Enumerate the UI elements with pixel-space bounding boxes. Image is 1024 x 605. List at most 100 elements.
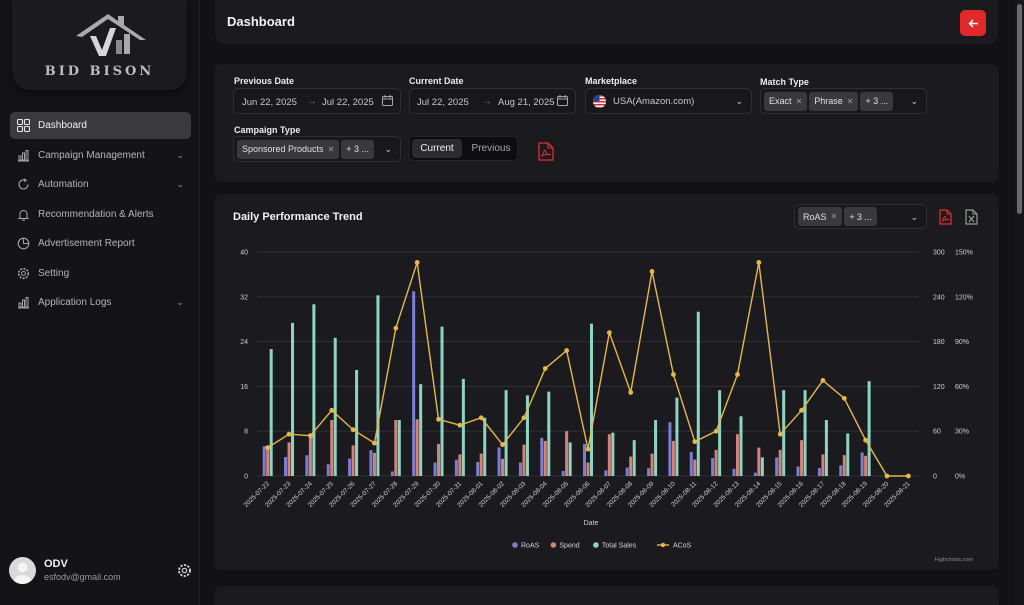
total-sales-bar [291,322,295,476]
y-tick-left: 0 [244,474,248,481]
filter-panel: Previous Date Jun 22, 2025 → Jul 22, 202… [214,64,999,182]
acos-point [905,473,911,479]
close-icon[interactable]: ✕ [795,96,803,106]
match-type-chip[interactable]: Exact ✕ [764,91,808,111]
sidebar-item-automation[interactable]: Automation ⌄ [10,171,191,198]
brand-logo[interactable]: BID BISON [12,0,187,90]
sidebar-item-application-logs[interactable]: Application Logs ⌄ [10,289,191,316]
close-icon[interactable]: ✕ [846,96,854,106]
previous-date-range-picker[interactable]: Jun 22, 2025 → Jul 22, 2025 [233,88,401,114]
spend-bar [586,462,590,476]
sidebar-item-label: Dashboard [38,120,87,131]
total-sales-bar [803,390,807,476]
acos-point [329,407,335,413]
acos-point [564,348,570,353]
total-sales-bar [504,390,508,476]
match-type-chip[interactable]: Phrase ✕ [809,91,859,111]
back-button[interactable] [960,10,986,36]
acos-point [585,446,591,452]
spend-bar [479,453,483,476]
total-sales-bar [611,432,615,476]
sidebar-item-campaign-management[interactable]: Campaign Management ⌄ [10,142,191,169]
close-icon[interactable]: ✕ [327,144,335,154]
excel-export-icon[interactable] [965,209,978,225]
arrow-right-icon: → [482,96,492,107]
campaign-type-multiselect[interactable]: Sponsored Products ✕ + 3 ... ⌄ [233,136,401,162]
scrollbar-thumb[interactable] [1017,4,1022,214]
total-sales-bar [568,442,572,476]
scrollbar[interactable] [1015,0,1024,605]
acos-point [692,439,698,445]
spend-bar [800,440,804,476]
toggle-current[interactable]: Current [412,139,462,158]
current-date-range-picker[interactable]: Jul 22, 2025 → Aug 21, 2025 [409,88,576,114]
roas-bar [348,458,352,476]
total-sales-bar [867,381,871,476]
sidebar-item-label: Recommendation & Alerts [38,208,154,220]
arrow-left-icon [967,18,978,28]
bell-icon [17,208,30,221]
campaign-type-more-chip[interactable]: + 3 ... [341,139,375,159]
total-sales-bar [483,417,487,476]
acos-point [628,389,634,395]
acos-point [414,260,420,265]
acos-point [606,330,612,336]
marketplace-select[interactable]: USA(Amazon.com) ⌄ [585,88,752,114]
acos-point [542,366,548,371]
user-email: esfodv@gmail.com [44,572,121,582]
pdf-export-icon[interactable] [939,209,952,225]
avatar[interactable] [9,557,36,584]
previous-date-to: Jul 22, 2025 [322,97,374,108]
previous-date-from: Jun 22, 2025 [242,97,297,108]
sidebar-item-label: Advertisement Report [38,238,135,249]
legend-label: Spend [559,543,579,550]
match-type-multiselect[interactable]: Exact ✕ Phrase ✕ + 3 ... ⌄ [760,88,927,114]
spend-bar [629,456,633,476]
calendar-icon [382,95,393,106]
y-tick-right: 120% [955,294,973,301]
spend-bar [607,434,611,476]
spend-bar [671,440,675,476]
settings-gear-icon[interactable] [177,563,192,578]
marketplace-label: Marketplace [585,76,638,86]
acos-line [267,262,909,477]
match-type-more-chip[interactable]: + 3 ... [860,91,894,111]
total-sales-bar [846,433,850,476]
pdf-export-icon[interactable] [538,142,554,161]
sidebar-item-advertisement-report[interactable]: Advertisement Report [10,230,191,257]
match-type-label: Match Type [760,77,809,87]
campaign-type-chip[interactable]: Sponsored Products ✕ [237,139,340,159]
acos-point [286,431,292,437]
metric-more-chip[interactable]: + 3 ... [844,207,877,226]
spend-bar [821,454,825,476]
chart-credits: Highcharts.com [934,557,973,563]
acos-point [457,422,463,428]
y-tick-left: 32 [240,294,248,301]
toggle-previous[interactable]: Previous [471,143,511,154]
legend-symbol [550,542,557,548]
sidebar-item-dashboard[interactable]: Dashboard [10,112,191,139]
chevron-down-icon: ⌄ [176,179,184,189]
acos-point [478,415,484,421]
spend-bar [287,442,291,476]
y-tick-right: 90% [955,339,969,346]
metric-chip[interactable]: RoAS ✕ [798,207,843,226]
total-sales-bar [590,323,593,476]
y-tick-mid: 180 [933,339,945,346]
roas-bar [775,457,779,476]
current-date-from: Jul 22, 2025 [417,97,469,108]
roas-bar [732,468,736,476]
roas-bar [305,455,309,476]
roas-bar [433,462,437,476]
roas-bar [689,451,693,476]
acos-point [841,395,847,401]
total-sales-bar [376,295,380,476]
automation-icon [17,178,30,191]
close-icon[interactable]: ✕ [830,212,838,221]
chart-metric-multiselect[interactable]: RoAS ✕ + 3 ... ⌄ [794,204,927,229]
spend-bar [714,449,718,476]
sidebar-item-setting[interactable]: Setting [10,260,191,287]
roas-bar [518,462,522,476]
acos-point [307,433,313,439]
sidebar-item-recommendation-alerts[interactable]: Recommendation & Alerts [10,201,191,228]
